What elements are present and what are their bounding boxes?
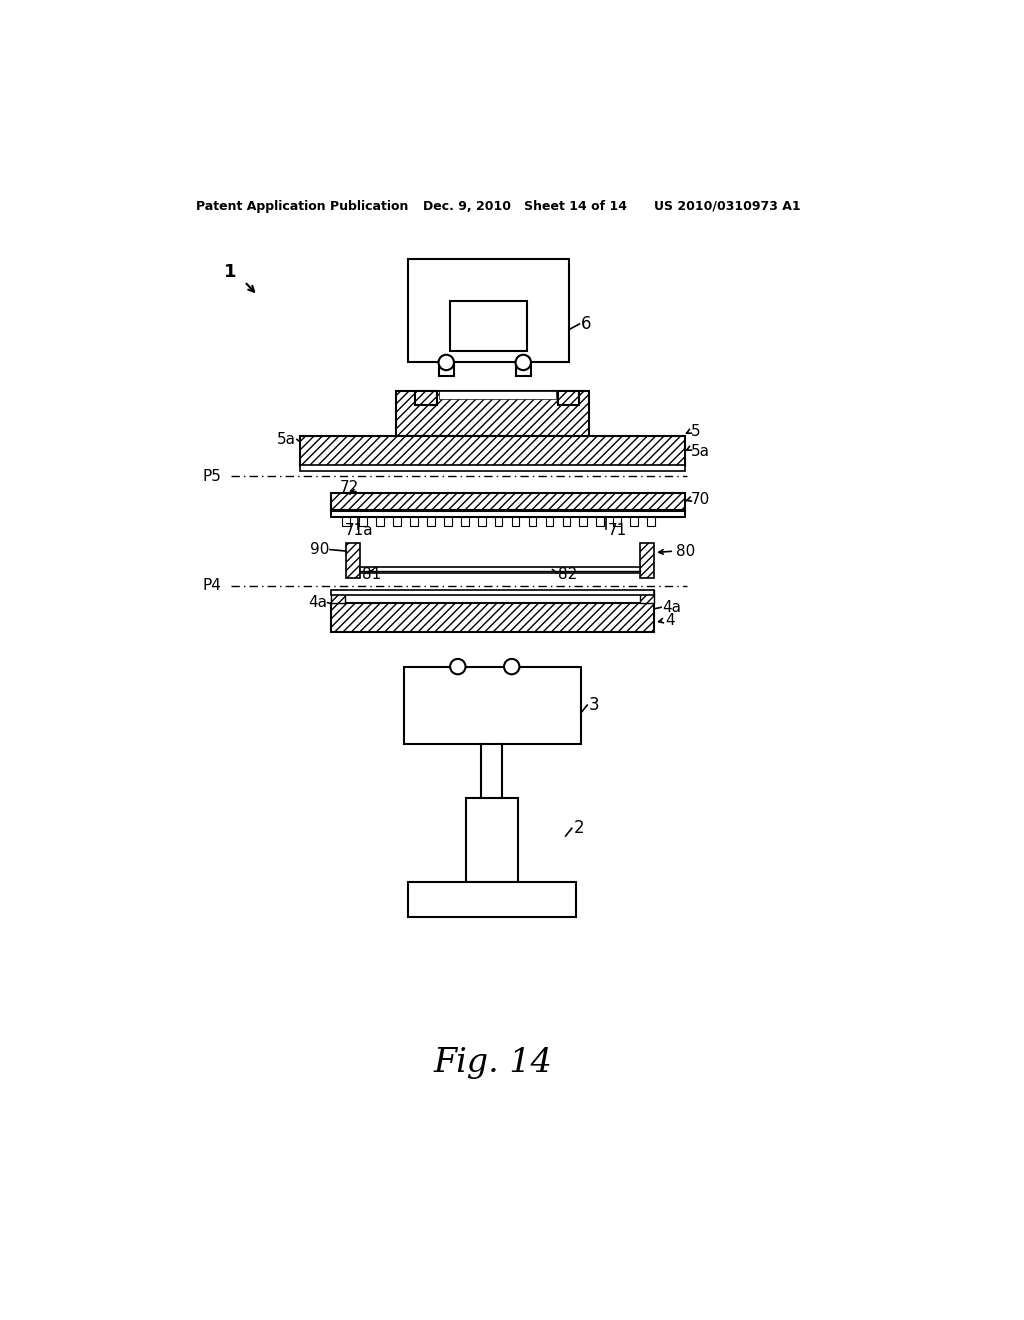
Text: 72: 72 — [340, 480, 359, 495]
Bar — [640, 544, 654, 578]
Text: 5: 5 — [691, 424, 700, 440]
Bar — [515, 363, 531, 376]
Bar — [528, 517, 537, 527]
Bar — [478, 517, 485, 527]
Text: Fig. 14: Fig. 14 — [433, 1047, 552, 1080]
Bar — [416, 391, 437, 405]
Bar — [580, 517, 587, 527]
Bar — [360, 566, 640, 573]
Text: 82: 82 — [558, 566, 578, 582]
Text: 4a: 4a — [308, 595, 327, 610]
Text: 3: 3 — [589, 696, 599, 714]
Bar — [647, 517, 655, 527]
Text: P4: P4 — [203, 578, 221, 593]
Bar — [546, 517, 553, 527]
Bar — [558, 391, 580, 405]
Bar — [444, 517, 452, 527]
Bar — [596, 517, 604, 527]
Bar — [300, 465, 685, 471]
Bar — [410, 517, 418, 527]
Text: 80: 80 — [676, 544, 695, 558]
Bar — [495, 517, 503, 527]
Bar — [631, 517, 638, 527]
Text: 71a: 71a — [345, 523, 373, 537]
Bar — [331, 590, 654, 595]
Circle shape — [504, 659, 519, 675]
Bar — [300, 436, 685, 466]
Bar — [640, 590, 654, 603]
Text: 70: 70 — [691, 492, 711, 507]
Bar — [331, 590, 345, 603]
Bar — [346, 544, 360, 578]
Bar — [408, 259, 569, 363]
Circle shape — [515, 355, 531, 370]
Text: 4a: 4a — [662, 599, 681, 615]
Text: 81: 81 — [361, 566, 381, 582]
Circle shape — [451, 659, 466, 675]
Text: P5: P5 — [203, 469, 221, 484]
Bar — [461, 517, 469, 527]
Bar — [466, 797, 518, 882]
Bar — [331, 494, 685, 511]
Text: Dec. 9, 2010   Sheet 14 of 14: Dec. 9, 2010 Sheet 14 of 14 — [423, 199, 627, 213]
Bar — [613, 517, 621, 527]
Text: 5a: 5a — [278, 432, 296, 447]
Bar — [376, 517, 384, 527]
Text: 6: 6 — [581, 315, 592, 333]
Bar — [403, 667, 581, 743]
Bar — [438, 391, 556, 399]
Bar — [408, 882, 575, 917]
Bar — [331, 603, 654, 632]
Text: 1: 1 — [224, 264, 237, 281]
Text: 71: 71 — [608, 523, 628, 537]
Bar — [512, 517, 519, 527]
Text: 5a: 5a — [691, 444, 710, 458]
Circle shape — [438, 355, 454, 370]
Text: US 2010/0310973 A1: US 2010/0310973 A1 — [654, 199, 801, 213]
Text: 90: 90 — [310, 543, 330, 557]
Bar — [427, 517, 435, 527]
Text: 2: 2 — [573, 820, 584, 837]
Bar — [359, 517, 367, 527]
Text: 4: 4 — [666, 612, 676, 628]
Bar — [331, 511, 685, 517]
Bar — [562, 517, 570, 527]
Bar — [396, 391, 589, 436]
Bar — [342, 517, 350, 527]
Text: Patent Application Publication: Patent Application Publication — [196, 199, 409, 213]
Bar — [393, 517, 400, 527]
Bar — [438, 363, 454, 376]
Bar — [451, 301, 527, 351]
